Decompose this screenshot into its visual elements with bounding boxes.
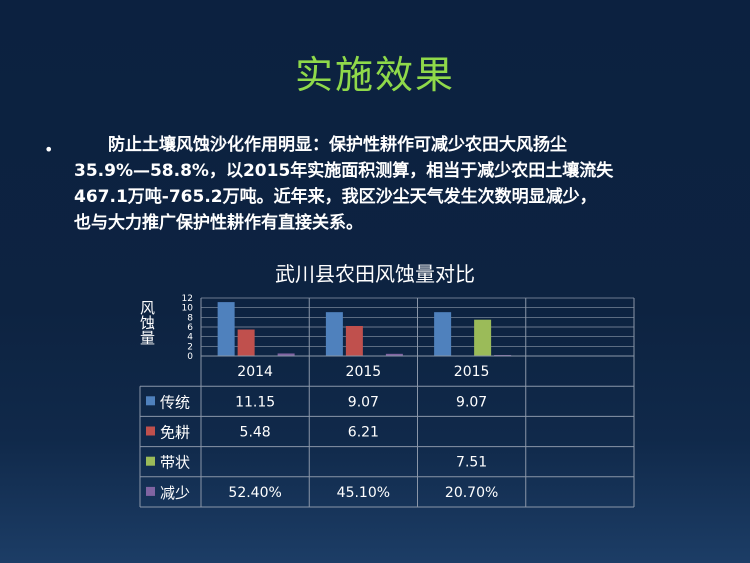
data-label-传统: 9.07 [456,394,487,410]
bar-传统-2015 [434,312,452,356]
data-label-减少: 45.10% [337,485,390,501]
paragraph-line-1: 防止土壤风蚀沙化作用明显：保护性耕作可减少农田大风扬尘 [108,135,567,155]
data-label-传统: 11.15 [235,394,275,410]
data-label-带状: 7.51 [456,455,487,471]
x-tick-label: 2015 [454,364,490,380]
legend-key-减少 [146,486,155,496]
legend-label-免耕: 免耕 [160,424,190,442]
bar-减少-2015 [385,353,403,356]
chart-title: 武川县农田风蚀量对比 [275,262,475,286]
y-tick-label: 8 [187,313,193,323]
x-tick-label: 2015 [346,364,382,380]
bullet-paragraph: 防止土壤风蚀沙化作用明显：保护性耕作可减少农田大风扬尘 35.9%—58.8%，… [74,132,714,236]
legend-key-传统 [146,396,155,406]
y-tick-label: 2 [187,342,193,352]
y-tick-label: 0 [187,352,193,362]
paragraph-line-2: 35.9%—58.8%，以2015年实施面积测算，相当于减少农田土壤流失 [74,161,614,181]
bar-传统-2014 [217,302,235,356]
legend-key-免耕 [146,426,155,436]
slide-title: 实施效果 [294,53,455,97]
paragraph-line-3: 467.1万吨-765.2万吨。近年来，我区沙尘天气发生次数明显减少， [74,187,597,207]
legend-key-带状 [146,456,155,466]
y-tick-label: 6 [187,323,193,333]
bar-带状-2015 [474,319,492,356]
data-label-免耕: 5.48 [240,425,271,441]
legend-label-带状: 带状 [160,454,190,472]
bar-免耕-2015 [345,325,363,356]
bar-减少-2014 [277,353,295,356]
data-label-免耕: 6.21 [348,425,379,441]
y-tick-label: 10 [182,304,194,314]
bar-减少-2015 [494,354,512,356]
legend-label-减少: 减少 [160,484,190,502]
y-axis-label: 风蚀量 [138,300,156,345]
y-tick-label: 4 [187,333,193,343]
bullet-marker: • [44,140,54,159]
legend-label-传统: 传统 [160,393,190,411]
y-tick-label: 12 [182,294,193,304]
bar-免耕-2014 [237,329,255,356]
bar-传统-2015 [325,312,343,356]
data-label-减少: 20.70% [445,485,498,501]
data-label-减少: 52.40% [228,485,281,501]
data-label-传统: 9.07 [348,394,379,410]
x-tick-label: 2014 [237,364,273,380]
paragraph-line-4: 也与大力推广保护性耕作有直接关系。 [74,213,363,233]
